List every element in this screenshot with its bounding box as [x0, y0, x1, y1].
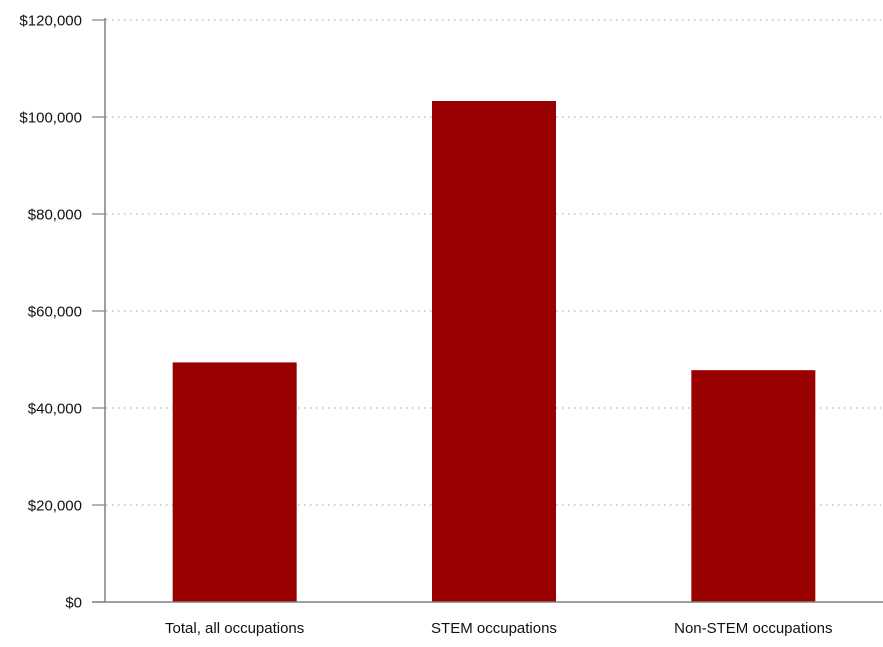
y-tick-label: $0	[65, 595, 82, 612]
x-tick-label: STEM occupations	[431, 620, 557, 637]
y-tick-label: $20,000	[28, 498, 82, 515]
x-tick-labels: Total, all occupations STEM occupations No…	[165, 620, 832, 637]
bars	[172, 100, 816, 603]
y-tick-label: $60,000	[28, 304, 82, 321]
x-tick-label: Non-STEM occupations	[674, 620, 832, 637]
y-tick-label: $120,000	[19, 13, 82, 30]
y-tick-label: $80,000	[28, 207, 82, 224]
axes	[92, 18, 883, 603]
y-tick-labels: $0 $20,000 $40,000 $60,000 $80,000 $100,000 $1…	[19, 13, 82, 612]
bar	[172, 362, 297, 602]
bar	[691, 370, 816, 602]
bar	[432, 100, 556, 603]
y-tick-label: $40,000	[28, 401, 82, 418]
y-tick-label: $100,000	[19, 110, 82, 127]
x-tick-label: Total, all occupations	[165, 620, 304, 637]
